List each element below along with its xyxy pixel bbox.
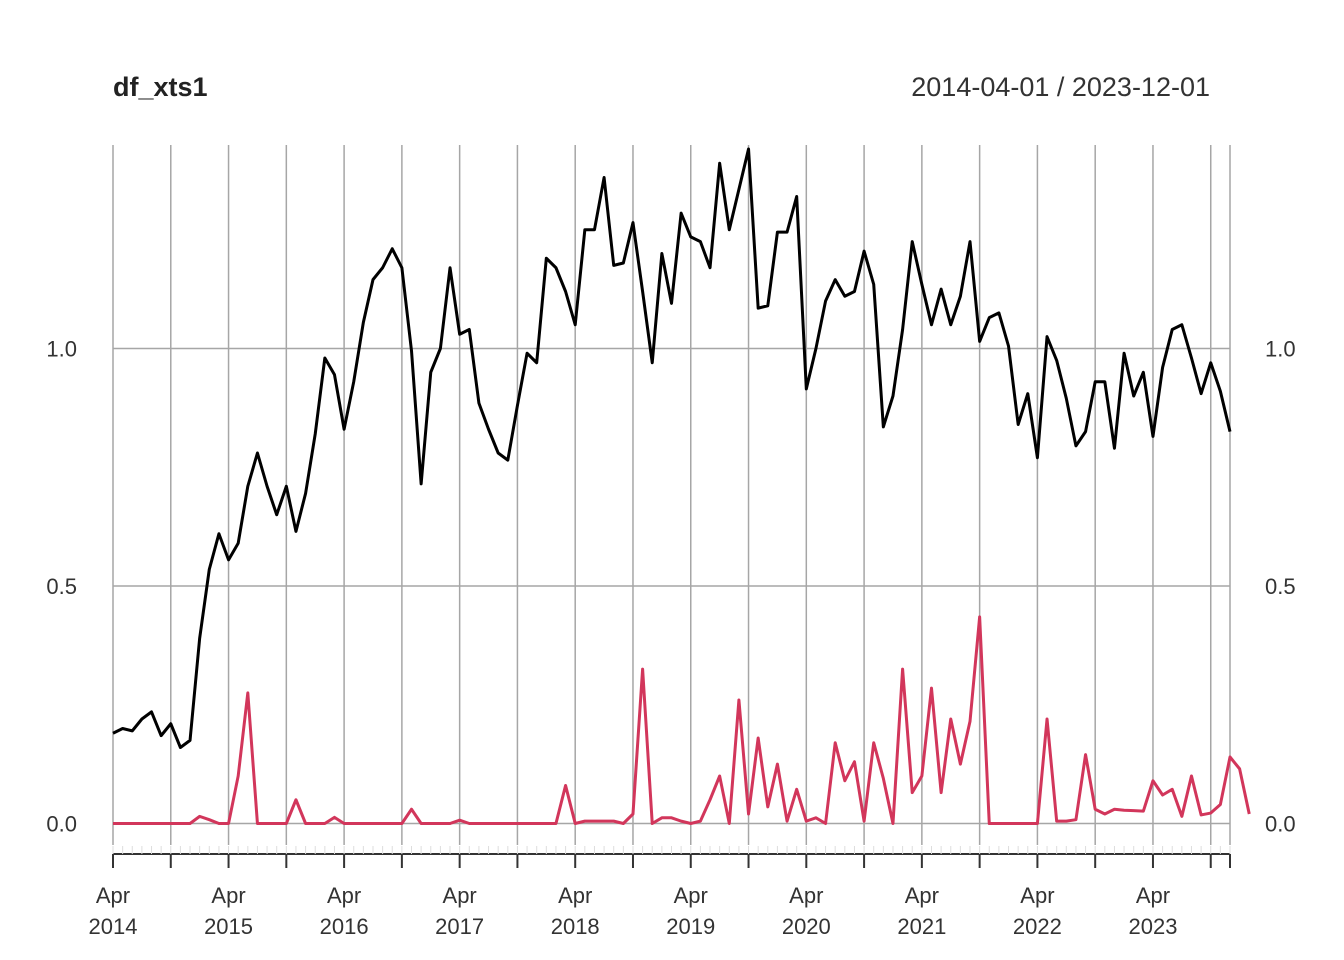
y-axis-labels: 0.0 0.0 0.5 0.5 1.0 1.0	[46, 337, 1295, 837]
y-tick-label-right: 0.0	[1265, 812, 1296, 837]
x-tick-label-year: 2020	[782, 914, 831, 939]
y-tick-label-left: 0.5	[46, 574, 77, 599]
series-group	[112, 147, 1251, 825]
x-tick-label-year: 2015	[204, 914, 253, 939]
x-tick-label-month: Apr	[789, 883, 823, 908]
y-tick-label-right: 1.0	[1265, 337, 1296, 362]
x-tick-label-month: Apr	[443, 883, 477, 908]
grid	[112, 145, 1231, 845]
x-tick-label-month: Apr	[211, 883, 245, 908]
x-tick-label-month: Apr	[327, 883, 361, 908]
x-tick-label-year: 2018	[551, 914, 600, 939]
x-tick-label-year: 2016	[320, 914, 369, 939]
x-tick-label-month: Apr	[905, 883, 939, 908]
x-axis: Apr 2014 Apr 2015 Apr 2016 Apr 2017 Apr 2018 Apr 20…	[89, 846, 1231, 939]
x-tick-label-month: Apr	[674, 883, 708, 908]
x-tick-label-year: 2021	[897, 914, 946, 939]
x-tick-label-month: Apr	[96, 883, 130, 908]
x-tick-label-year: 2017	[435, 914, 484, 939]
x-tick-label-month: Apr	[1136, 883, 1170, 908]
y-tick-label-left: 1.0	[46, 337, 77, 362]
y-tick-label-left: 0.0	[46, 812, 77, 837]
y-tick-label-right: 0.5	[1265, 574, 1296, 599]
x-tick-label-year: 2022	[1013, 914, 1062, 939]
x-tick-label-year: 2014	[89, 914, 138, 939]
x-tick-label-month: Apr	[1020, 883, 1054, 908]
x-tick-label-year: 2023	[1128, 914, 1177, 939]
x-tick-label-month: Apr	[558, 883, 592, 908]
x-tick-label-year: 2019	[666, 914, 715, 939]
series-line-1	[112, 147, 1232, 749]
series-line-2	[113, 615, 1251, 825]
chart-title: df_xts1	[113, 72, 208, 102]
date-range: 2014-04-01 / 2023-12-01	[911, 72, 1210, 102]
